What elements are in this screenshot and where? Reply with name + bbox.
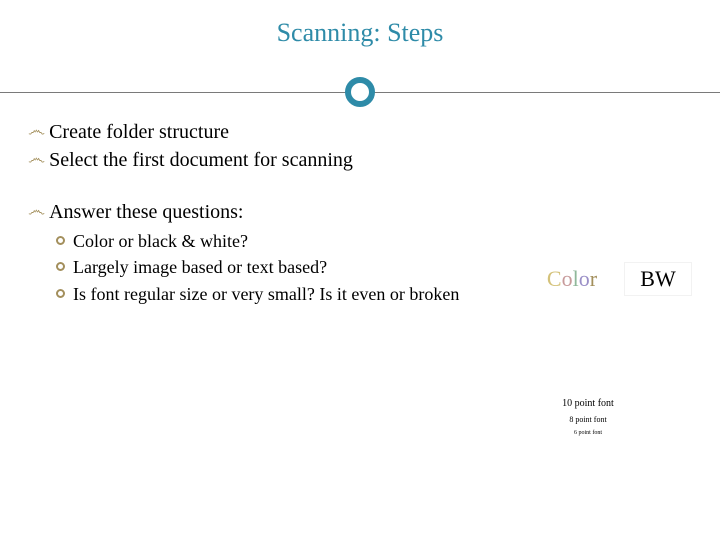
swirl-icon: ෴ [28,148,45,170]
content-area: ෴ Create folder structure ෴ Select the f… [0,108,720,306]
circle-bullet-icon [56,262,65,271]
divider [0,76,720,108]
bullet-item: ෴ Create folder structure [28,120,692,144]
bullet-item: ෴ Select the first document for scanning [28,148,692,172]
bw-label-box: BW [624,262,692,296]
slide: Scanning: Steps ෴ Create folder structur… [0,0,720,540]
title-area: Scanning: Steps [0,0,720,48]
font-sample-10pt: 10 point font [528,398,648,409]
font-samples: 10 point font 8 point font 6 point font [528,398,648,436]
divider-circle-icon [345,77,375,107]
bullet-text: Select the first document for scanning [49,148,353,172]
sub-bullet-text: Is font regular size or very small? Is i… [73,283,459,306]
letter-o: o [562,266,573,291]
swirl-icon: ෴ [28,200,45,222]
sub-bullet-item: Color or black & white? [56,230,692,253]
circle-bullet-icon [56,289,65,298]
letter-o2: o [579,266,590,291]
font-sample-6pt: 6 point font [528,430,648,436]
font-sample-8pt: 8 point font [528,415,648,424]
slide-title: Scanning: Steps [0,18,720,48]
sub-bullet-text: Color or black & white? [73,230,248,253]
circle-bullet-icon [56,236,65,245]
letter-c: C [547,266,562,291]
sub-bullet-text: Largely image based or text based? [73,256,327,279]
bullet-item: ෴ Answer these questions: [28,200,692,224]
swirl-icon: ෴ [28,120,45,142]
color-label-box: Color [532,262,612,296]
bw-label: BW [640,266,675,292]
bullet-text: Create folder structure [49,120,229,144]
letter-r: r [590,266,597,291]
bullet-text: Answer these questions: [49,200,243,224]
color-label: Color [547,266,597,292]
